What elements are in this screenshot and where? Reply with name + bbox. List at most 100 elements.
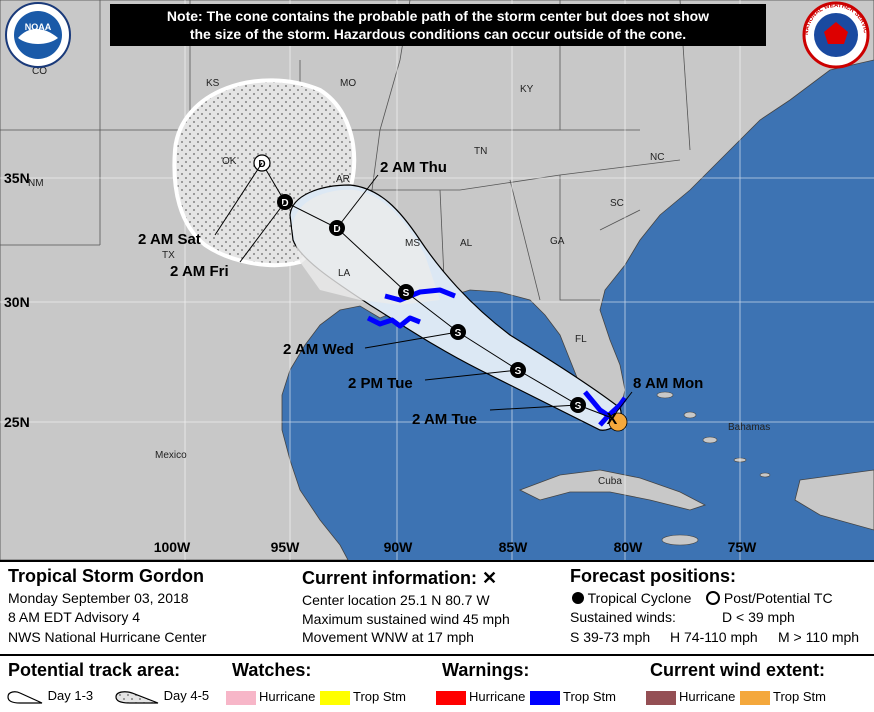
post-tc-icon	[706, 591, 720, 605]
forecast-d: D < 39 mph	[722, 609, 795, 625]
land-jamaica	[661, 534, 699, 546]
svg-text:S: S	[575, 401, 582, 412]
label-state-tn: TN	[474, 146, 487, 157]
tropical-cyclone-icon	[572, 592, 584, 604]
label-2am-fri: 2 AM Fri	[170, 263, 229, 280]
current-movement: Movement WNW at 17 mph	[302, 629, 474, 645]
label-state-co: CO	[32, 66, 47, 77]
label-state-sc: SC	[610, 198, 624, 209]
label-2am-tue: 2 AM Tue	[412, 411, 477, 428]
storm-name: Tropical Storm Gordon	[8, 566, 205, 586]
current-position-icon: X	[607, 411, 618, 428]
storm-advisory: 8 AM EDT Advisory 4	[8, 609, 141, 625]
storm-track-map: X S S S S D D D 8 AM Mon 2 AM Tu	[0, 0, 874, 560]
label-state-fl: FL	[575, 334, 587, 345]
cone-land-overlay	[292, 189, 440, 305]
label-lon-85w: 85W	[499, 539, 529, 555]
label-state-tx: TX	[162, 250, 175, 261]
legend-day13: Day 1-3	[6, 688, 93, 705]
legend-day45: Day 4-5	[114, 688, 209, 705]
label-2am-thu: 2 AM Thu	[380, 159, 447, 176]
label-8am-mon: 8 AM Mon	[633, 375, 703, 392]
day45-cone-icon	[115, 690, 159, 704]
warn-tropstm-swatch	[530, 690, 560, 705]
info-panel: Tropical Storm Gordon Monday September 0…	[0, 560, 874, 654]
legend-warn-hurricane: Hurricane	[436, 689, 525, 705]
label-state-al: AL	[460, 238, 473, 249]
land-hispaniola	[794, 469, 874, 531]
forecast-point-8am-mon: X	[607, 411, 618, 428]
forecast-h: H 74-110 mph	[670, 629, 758, 645]
current-wind: Maximum sustained wind 45 mph	[302, 611, 510, 627]
watch-tropstm-swatch	[320, 690, 350, 705]
label-country-mexico: Mexico	[155, 450, 187, 461]
legend-watches-title: Watches:	[232, 660, 312, 680]
storm-date: Monday September 03, 2018	[8, 590, 189, 606]
current-location: Center location 25.1 N 80.7 W	[302, 592, 490, 608]
forecast-tc: Tropical Cyclone	[572, 590, 691, 606]
legend-wind-title: Current wind extent:	[650, 660, 826, 680]
label-state-la: LA	[338, 268, 351, 279]
storm-center-name: NWS National Hurricane Center	[8, 629, 207, 645]
forecast-m: M > 110 mph	[778, 629, 860, 645]
label-lon-80w: 80W	[614, 539, 644, 555]
label-2am-sat: 2 AM Sat	[138, 231, 201, 248]
legend-watch-hurricane: Hurricane	[226, 689, 315, 705]
svg-text:D: D	[281, 198, 288, 209]
label-country-cuba: Cuba	[598, 476, 622, 487]
label-state-ar: AR	[336, 174, 350, 185]
wind-extent-tropstm	[608, 412, 628, 432]
label-leaders	[214, 162, 633, 419]
svg-text:D: D	[333, 224, 340, 235]
current-info-title: Current information: ✕	[302, 568, 498, 588]
label-lat-30n: 30N	[4, 294, 30, 310]
label-country-bahamas: Bahamas	[728, 422, 770, 433]
label-lon-75w: 75W	[728, 539, 758, 555]
wind-tropstm-swatch	[740, 690, 770, 705]
note-box	[110, 4, 766, 46]
tropical-storm-warning	[366, 287, 628, 427]
legend-track-title: Potential track area:	[8, 660, 181, 680]
legend-warnings-title: Warnings:	[442, 660, 530, 680]
watch-hurricane-swatch	[226, 690, 256, 705]
wind-hurricane-swatch	[646, 690, 676, 705]
label-state-ks: KS	[206, 78, 220, 89]
note-line-2: the size of the storm. Hazardous conditi…	[190, 26, 686, 42]
legend-wind-tropstm: Trop Stm	[740, 689, 826, 705]
label-state-nc: NC	[650, 152, 664, 163]
label-2pm-tue: 2 PM Tue	[348, 375, 413, 392]
current-position-x-icon: ✕	[482, 568, 498, 588]
lat-lon-grid	[0, 0, 874, 560]
label-state-ky: KY	[520, 84, 534, 95]
svg-text:D: D	[258, 159, 265, 170]
label-state-ok: OK	[222, 156, 237, 167]
legend-warn-tropstm: Trop Stm	[530, 689, 616, 705]
forecast-title: Forecast positions:	[570, 566, 737, 586]
forecast-ptc: Post/Potential TC	[706, 590, 833, 606]
label-2am-wed: 2 AM Wed	[283, 341, 354, 358]
label-lon-95w: 95W	[271, 539, 301, 555]
land-cuba	[519, 469, 707, 511]
label-state-mo: MO	[340, 78, 356, 89]
label-lon-90w: 90W	[384, 539, 414, 555]
label-state-ga: GA	[550, 236, 565, 247]
forecast-s: S 39-73 mph	[570, 629, 651, 645]
svg-text:S: S	[403, 288, 410, 299]
label-lat-35n: 35N	[4, 170, 30, 186]
forecast-point-2am-wed: S	[398, 284, 414, 300]
day13-cone-icon	[7, 690, 43, 704]
noaa-logo-text: NOAA	[25, 22, 52, 32]
label-lon-100w: 100W	[154, 539, 191, 555]
svg-text:S: S	[515, 366, 522, 377]
noaa-logo: NOAA	[5, 2, 71, 68]
warn-hurricane-swatch	[436, 690, 466, 705]
label-state-ms: MS	[405, 238, 420, 249]
note-line-1: Note: The cone contains the probable pat…	[167, 8, 709, 24]
forecast-sustained: Sustained winds:	[570, 609, 676, 625]
track-line	[261, 162, 613, 419]
svg-text:S: S	[455, 328, 462, 339]
label-state-nm: NM	[28, 178, 44, 189]
label-lat-25n: 25N	[4, 414, 30, 430]
legend-wind-hurricane: Hurricane	[646, 689, 735, 705]
